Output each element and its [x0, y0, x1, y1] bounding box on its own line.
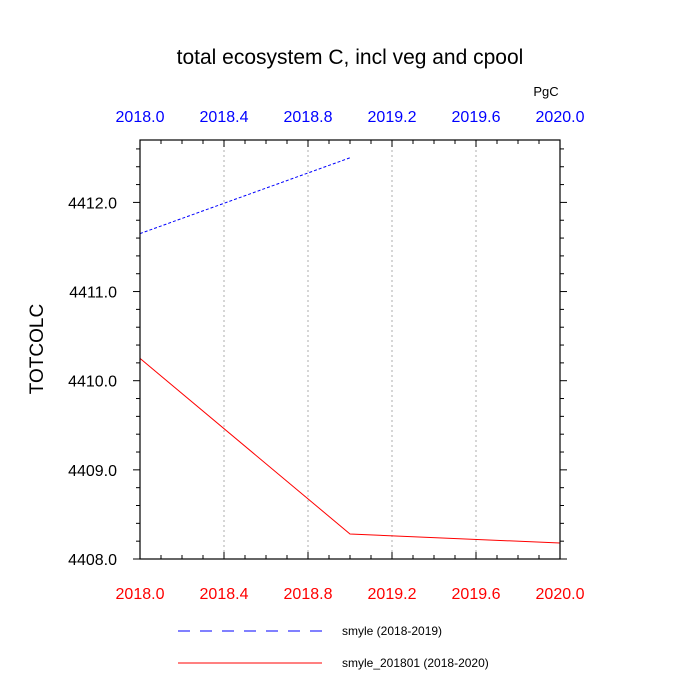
x-tick-label-top: 2018.4: [200, 109, 249, 126]
axis-ticks: [133, 140, 567, 560]
legend: smyle (2018-2019) smyle_201801 (2018-2020…: [178, 624, 489, 670]
x-tick-label-bottom: 2018.0: [116, 586, 165, 603]
x-tick-label-top: 2018.8: [284, 109, 333, 126]
y-tick-label: 4409.0: [68, 463, 117, 480]
x-tick-label-top: 2019.2: [368, 109, 417, 126]
y-tick-label: 4411.0: [69, 285, 117, 302]
chart-title: total ecosystem C, incl veg and cpool: [177, 46, 524, 69]
x-tick-label-top: 2018.0: [116, 109, 165, 126]
legend-label-1: smyle (2018-2019): [342, 624, 442, 638]
grid-lines: [223, 140, 477, 559]
y-tick-label: 4412.0: [68, 195, 117, 212]
x-tick-label-top: 2019.6: [452, 109, 501, 126]
y-tick-label: 4408.0: [68, 552, 117, 569]
units-label: PgC: [533, 84, 558, 99]
series-layer: [139, 157, 561, 544]
tick-labels: 2018.0 2018.0 2018.4 2018.4 2018.8 2018.8 2019…: [68, 109, 585, 603]
series-line-2: [139, 358, 561, 544]
x-tick-label-top: 2020.0: [536, 109, 585, 126]
y-tick-label: 4410.0: [68, 374, 117, 391]
x-tick-label-bottom: 2019.2: [368, 586, 417, 603]
plot-frame: [139, 139, 561, 560]
legend-label-2: smyle_201801 (2018-2020): [342, 656, 489, 670]
x-tick-label-bottom: 2019.6: [452, 586, 501, 603]
x-tick-label-bottom: 2018.4: [200, 586, 249, 603]
x-tick-label-bottom: 2018.8: [284, 586, 333, 603]
x-tick-label-bottom: 2020.0: [536, 586, 585, 603]
series-line-1: [139, 157, 351, 235]
y-axis-label: TOTCOLC: [27, 304, 48, 394]
